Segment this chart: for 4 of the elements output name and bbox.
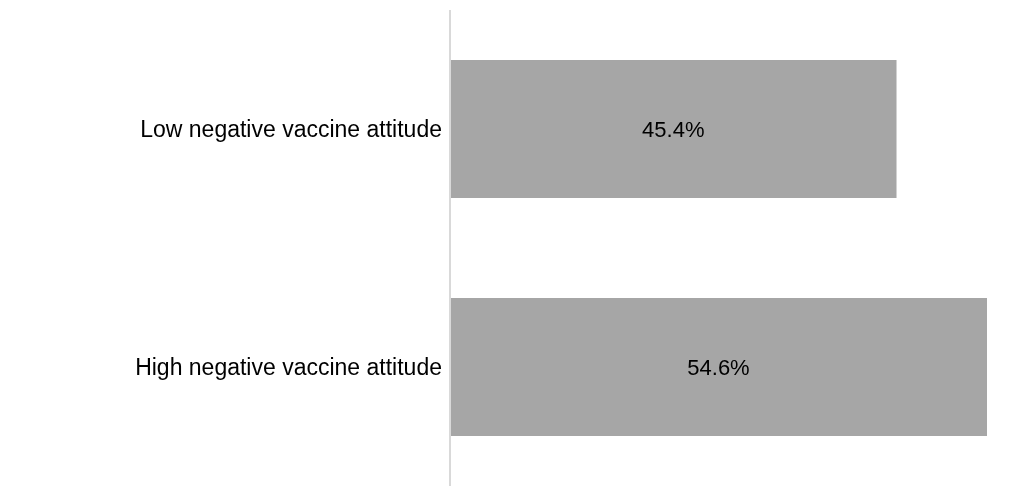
data-label: 45.4% [642,116,705,142]
data-label: 54.6% [687,354,750,380]
y-tick-label: High negative vaccine attitude [135,354,442,381]
y-tick-label: Low negative vaccine attitude [140,116,442,143]
